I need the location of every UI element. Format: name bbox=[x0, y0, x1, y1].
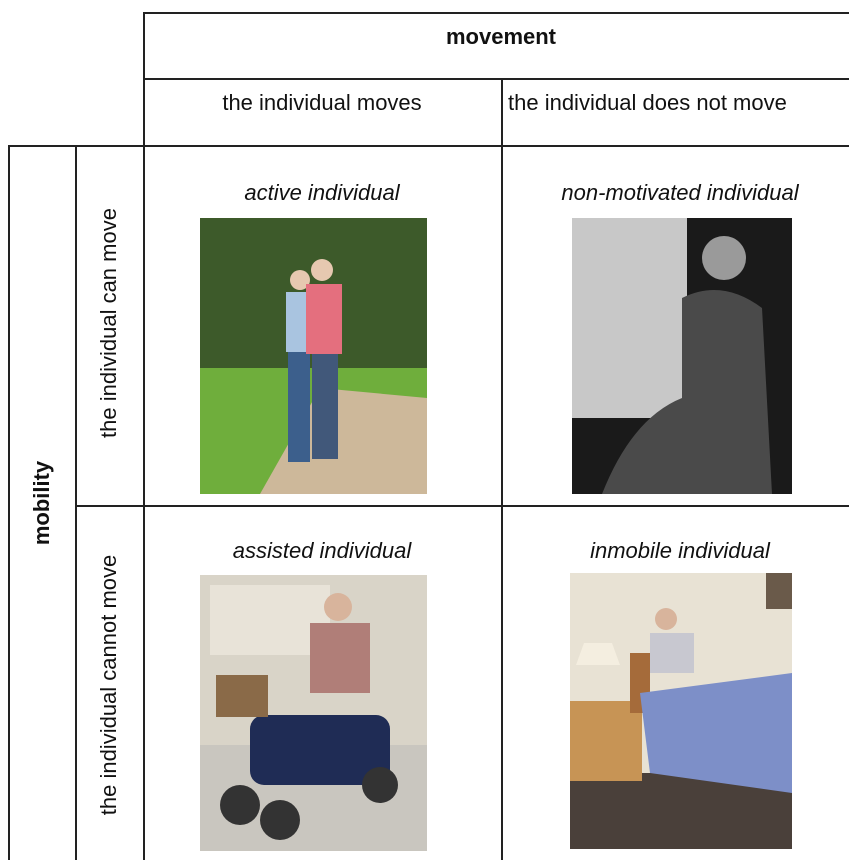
column-header: the individual does not move bbox=[508, 90, 787, 115]
row-header: the individual can move bbox=[96, 208, 121, 438]
header-title: movement bbox=[445, 24, 557, 49]
rule bbox=[143, 12, 145, 860]
photo bbox=[200, 218, 427, 494]
photo bbox=[570, 573, 792, 849]
row-header: the individual cannot move bbox=[96, 554, 121, 816]
rule bbox=[75, 505, 849, 507]
photo bbox=[572, 218, 792, 494]
photo bbox=[200, 575, 427, 851]
side-title: mobility bbox=[29, 460, 54, 546]
cell-label: inmobile individual bbox=[590, 538, 770, 563]
cell-label: assisted individual bbox=[232, 538, 412, 563]
rule bbox=[143, 78, 849, 80]
rule bbox=[501, 78, 503, 860]
rule bbox=[143, 12, 849, 14]
rule bbox=[8, 145, 849, 147]
rule bbox=[75, 145, 77, 860]
rule bbox=[8, 145, 10, 860]
cell-label: non-motivated individual bbox=[561, 180, 799, 205]
column-header: the individual moves bbox=[222, 90, 422, 115]
cell-label: active individual bbox=[244, 180, 400, 205]
